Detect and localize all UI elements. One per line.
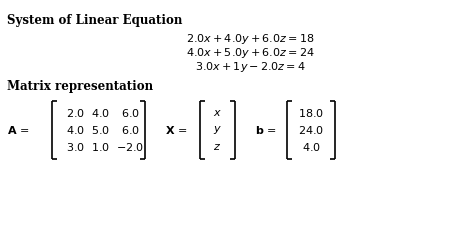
Text: $\mathbf{A}$ =: $\mathbf{A}$ = xyxy=(7,124,29,136)
Text: $3.0$: $3.0$ xyxy=(66,141,84,153)
Text: $6.0$: $6.0$ xyxy=(120,124,139,136)
Text: $-2.0$: $-2.0$ xyxy=(116,141,144,153)
Text: $5.0$: $5.0$ xyxy=(91,124,109,136)
Text: $y$: $y$ xyxy=(213,124,221,136)
Text: System of Linear Equation: System of Linear Equation xyxy=(7,14,182,27)
Text: $1.0$: $1.0$ xyxy=(91,141,109,153)
Text: $\mathbf{b}$ =: $\mathbf{b}$ = xyxy=(255,124,276,136)
Text: $4.0$: $4.0$ xyxy=(66,124,84,136)
Text: $6.0$: $6.0$ xyxy=(120,107,139,119)
Text: $4.0$: $4.0$ xyxy=(301,141,320,153)
Text: $2.0x + 4.0y + 6.0z = 18$: $2.0x + 4.0y + 6.0z = 18$ xyxy=(186,32,314,46)
Text: $2.0$: $2.0$ xyxy=(66,107,84,119)
Text: Matrix representation: Matrix representation xyxy=(7,80,153,93)
Text: $x$: $x$ xyxy=(213,108,221,118)
Text: $4.0x + 5.0y + 6.0z = 24$: $4.0x + 5.0y + 6.0z = 24$ xyxy=(186,46,314,60)
Text: $18.0$: $18.0$ xyxy=(298,107,324,119)
Text: $24.0$: $24.0$ xyxy=(298,124,324,136)
Text: $3.0x + 1y - 2.0z = 4$: $3.0x + 1y - 2.0z = 4$ xyxy=(194,60,306,74)
Text: $z$: $z$ xyxy=(213,142,221,152)
Text: $\mathbf{X}$ =: $\mathbf{X}$ = xyxy=(165,124,187,136)
Text: $4.0$: $4.0$ xyxy=(91,107,109,119)
